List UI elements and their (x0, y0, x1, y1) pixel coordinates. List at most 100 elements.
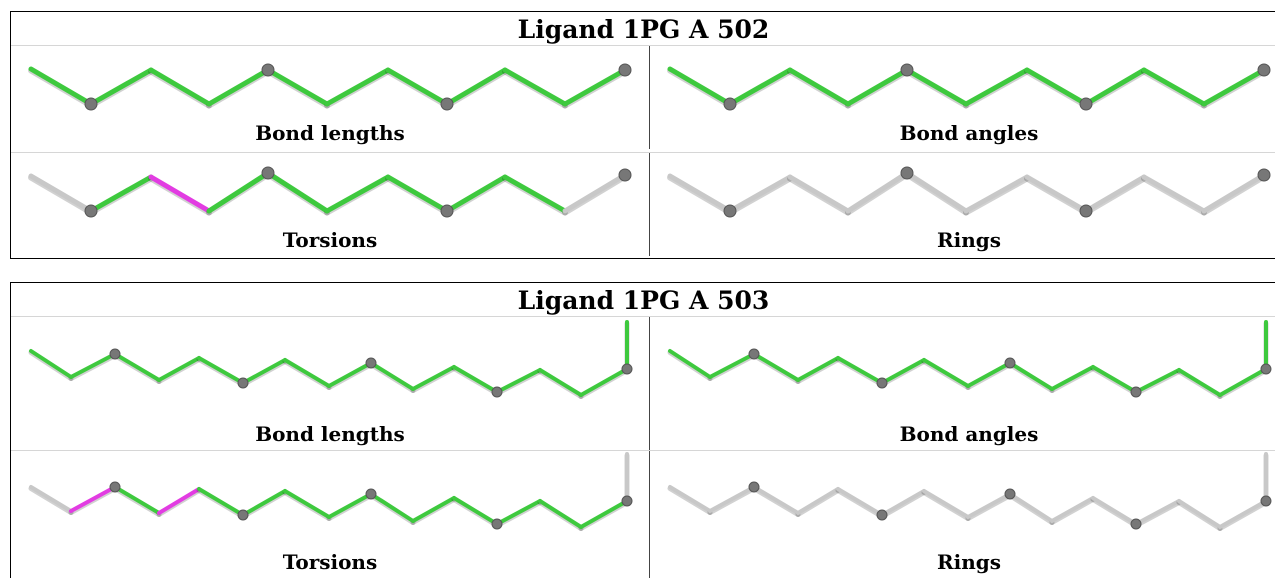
green-bond (845, 67, 910, 107)
green-bond (88, 67, 154, 107)
green-bond (283, 358, 331, 388)
green-bond (708, 352, 756, 379)
grey-bond (1083, 174, 1147, 214)
green-bond (369, 492, 415, 523)
grey-bond (836, 487, 884, 517)
atom-sphere (1079, 97, 1093, 111)
green-bond (922, 358, 970, 388)
atom-sphere (491, 518, 503, 530)
grey-bond (904, 170, 969, 214)
green-bond (963, 67, 1030, 107)
green-bond (579, 367, 629, 397)
grey-bond (922, 489, 970, 519)
green-bond (157, 356, 201, 382)
green-bond (444, 67, 508, 107)
grey-bond (1091, 496, 1138, 526)
green-bond (752, 352, 800, 382)
atom-sphere (1130, 386, 1142, 398)
panel-caption: Torsions (282, 550, 378, 574)
bond-lengths-panel: Bond lengths (11, 317, 649, 450)
green-bond (241, 489, 287, 517)
grey-bond (845, 170, 910, 214)
atom-sphere (440, 204, 454, 218)
green-bond (444, 174, 508, 214)
grey-bond (880, 489, 926, 517)
panel-caption: Rings (936, 228, 1001, 252)
green-bond (538, 499, 583, 529)
ligand-block-502: Ligand 1PG A 502 Bond lengths Bond angle… (10, 11, 1275, 259)
green-bond (796, 356, 840, 382)
molecule-diagram (28, 166, 632, 218)
panel-caption: Torsions (282, 228, 378, 252)
green-bond (265, 67, 330, 107)
green-bond (369, 361, 415, 391)
green-bond (1177, 368, 1222, 397)
green-bond (562, 67, 628, 107)
grey-bond (1177, 499, 1222, 529)
green-bond (69, 352, 117, 379)
green-bond (966, 361, 1012, 388)
green-bond (727, 67, 793, 107)
green-bond (241, 358, 287, 385)
grey-bond (668, 485, 712, 513)
ligand-title: Ligand 1PG A 503 (11, 283, 1275, 317)
atom-sphere (84, 204, 98, 218)
green-bond (1134, 368, 1181, 394)
atom-sphere (109, 348, 121, 360)
panel-caption: Bond lengths (255, 422, 405, 446)
molecule-diagram (28, 452, 633, 531)
magenta-bond (148, 174, 212, 214)
grey-bond (1134, 499, 1181, 526)
panel-caption: Bond lengths (255, 121, 405, 145)
atom-sphere (748, 481, 760, 493)
grey-bond (966, 492, 1012, 519)
green-bond (29, 349, 73, 379)
atom-sphere (365, 357, 377, 369)
green-bond (28, 66, 94, 107)
green-bond (1024, 67, 1089, 107)
grey-bond (752, 485, 800, 515)
magenta-bond (69, 485, 117, 513)
grey-bond (28, 173, 94, 214)
row-divider (11, 450, 1275, 451)
atom-sphere (365, 488, 377, 500)
green-bond (495, 499, 542, 526)
green-bond (495, 368, 542, 394)
torsions-panel: Torsions (11, 153, 649, 256)
green-bond (385, 67, 450, 107)
atom-sphere (900, 63, 914, 77)
atom-sphere (723, 97, 737, 111)
green-bond (880, 358, 926, 385)
green-bond (579, 499, 629, 529)
atom-sphere (900, 166, 914, 180)
green-bond (411, 365, 456, 391)
ligand-title: Ligand 1PG A 502 (11, 12, 1275, 46)
atom-sphere (1079, 204, 1093, 218)
bond-lengths-panel: Bond lengths (11, 46, 649, 149)
panel-caption: Bond angles (899, 121, 1039, 145)
green-bond (502, 174, 568, 214)
green-bond (411, 496, 456, 523)
green-bond (502, 67, 568, 107)
atom-sphere (261, 63, 275, 77)
atom-sphere (440, 97, 454, 111)
grey-bond (562, 172, 628, 214)
green-bond (1083, 67, 1147, 107)
green-bond (197, 487, 245, 517)
green-bond (283, 489, 331, 519)
grey-bond (1201, 172, 1267, 214)
atom-sphere (237, 509, 249, 521)
atom-sphere (109, 481, 121, 493)
atom-sphere (237, 377, 249, 389)
table-bottom-rule (11, 258, 1275, 259)
green-bond (787, 67, 851, 107)
molecule-diagram (667, 166, 1271, 218)
atom-sphere (1004, 357, 1016, 369)
grey-bond (1024, 174, 1089, 214)
molecule-diagram (667, 63, 1271, 111)
molecule-diagram (667, 452, 1272, 531)
grey-bond (708, 485, 756, 513)
torsions-panel: Torsions (11, 451, 649, 578)
green-bond (327, 492, 373, 519)
grey-bond (796, 487, 840, 515)
